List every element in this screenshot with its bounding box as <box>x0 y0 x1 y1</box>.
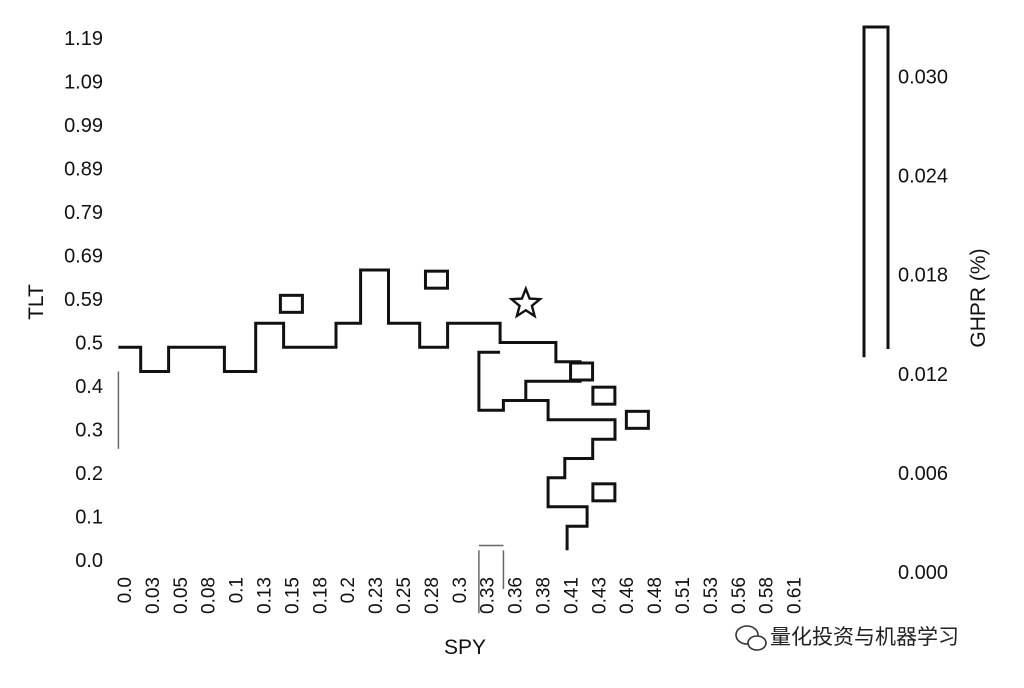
x-tick-label: 0.38 <box>534 577 555 614</box>
isolated-cells <box>278 269 650 503</box>
x-axis-title: SPY <box>444 636 486 659</box>
x-tick-label: 0.51 <box>673 577 694 614</box>
isolated-cell <box>591 385 617 406</box>
x-tick-label: 0.61 <box>785 577 806 614</box>
x-tick-label: 0.28 <box>422 577 443 614</box>
optimal-star-marker <box>508 285 544 319</box>
x-tick-label: 0.25 <box>394 577 415 614</box>
boundary-segment <box>524 379 617 551</box>
colorbar-outline <box>862 25 890 358</box>
wechat-icon <box>735 625 767 651</box>
isolated-cell <box>423 269 449 290</box>
colorbar-tick-label: 0.030 <box>898 67 948 89</box>
y-tick-label: 0.89 <box>64 159 103 181</box>
colorbar-tick-label: 0.024 <box>898 166 948 188</box>
colorbar-tick-label: 0.018 <box>898 265 948 287</box>
x-tick-label: 0.53 <box>701 577 722 614</box>
x-tick-label: 0.1 <box>227 577 248 603</box>
x-tick-label: 0.05 <box>171 577 192 614</box>
x-tick-label: 0.3 <box>450 577 471 603</box>
x-tick-label: 0.23 <box>366 577 387 614</box>
y-tick-label: 0.3 <box>75 420 103 442</box>
y-tick-label: 0.79 <box>64 202 103 224</box>
y-tick-label: 0.5 <box>75 333 103 355</box>
y-tick-label: 0.0 <box>75 550 103 572</box>
x-tick-label: 0.2 <box>338 577 359 603</box>
x-tick-label: 0.48 <box>645 577 666 614</box>
isolated-cell <box>624 409 650 430</box>
x-tick-label: 0.41 <box>561 577 582 614</box>
isolated-cell <box>569 361 595 382</box>
y-tick-label: 0.59 <box>64 289 103 311</box>
boundary-segment <box>477 350 526 412</box>
colorbar-tick-label: 0.012 <box>898 364 948 386</box>
x-tick-label: 0.58 <box>757 577 778 614</box>
y-tick-labels: 1.19 1.09 0.99 0.89 0.79 0.69 0.59 0.5 0.4 0.3 0.2… <box>64 28 103 572</box>
colorbar-tick-label: 0.000 <box>898 562 948 584</box>
x-tick-label: 0.03 <box>143 577 164 614</box>
boundary-segment <box>118 268 582 373</box>
watermark-text: 量化投资与机器学习 <box>770 625 959 649</box>
colorbar-title: GHPR (%) <box>967 248 990 347</box>
x-tick-label: 0.46 <box>617 577 638 614</box>
y-tick-label: 0.2 <box>75 463 103 485</box>
x-tick-label: 0.15 <box>282 577 303 614</box>
x-tick-label: 0.56 <box>729 577 750 614</box>
isolated-cell <box>591 482 617 503</box>
y-axis-title: TLT <box>25 284 48 320</box>
y-tick-label: 0.99 <box>64 115 103 137</box>
star-marker <box>508 285 544 319</box>
x-tick-label: 0.13 <box>255 577 276 614</box>
colorbar: 0.030 0.024 0.018 0.012 0.006 0.000 <box>862 25 948 584</box>
region-boundary <box>117 268 617 614</box>
y-tick-label: 0.4 <box>75 376 103 398</box>
y-tick-label: 0.69 <box>64 246 103 268</box>
isolated-cell <box>278 293 304 314</box>
x-tick-label: 0.0 <box>115 577 136 603</box>
x-tick-label: 0.33 <box>478 577 499 614</box>
colorbar-tick-label: 0.006 <box>898 463 948 485</box>
x-tick-label: 0.18 <box>310 577 331 614</box>
y-tick-label: 1.19 <box>64 28 103 50</box>
y-tick-label: 1.09 <box>64 72 103 94</box>
watermark: 量化投资与机器学习 <box>735 625 959 651</box>
x-tick-labels: 0.0 0.03 0.05 0.08 0.1 0.13 0.15 0.18 0.2 0.23 0.2… <box>115 577 806 614</box>
x-tick-label: 0.43 <box>589 577 610 614</box>
x-tick-label: 0.36 <box>506 577 527 614</box>
y-tick-label: 0.1 <box>75 507 103 529</box>
x-tick-label: 0.08 <box>199 577 220 614</box>
